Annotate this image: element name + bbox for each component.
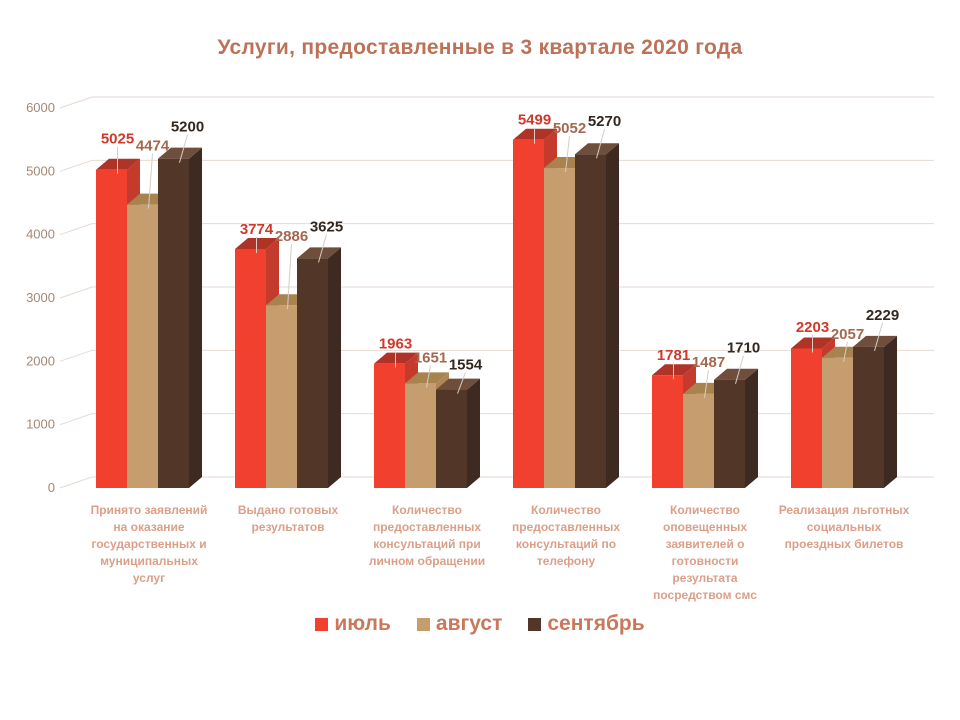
bar-сентябрь — [714, 379, 745, 488]
data-label-август: 2886 — [275, 228, 308, 245]
bar-август — [544, 168, 575, 489]
data-label-сентябрь: 1710 — [727, 340, 760, 357]
data-label-июль: 5025 — [101, 131, 134, 148]
data-label-leader-line — [735, 355, 744, 384]
bar-top-face — [853, 335, 897, 347]
bar-side-face — [884, 335, 897, 488]
data-label-leader-line — [843, 341, 848, 362]
bar-июль — [235, 248, 266, 488]
data-label-июль: 5499 — [518, 112, 551, 129]
bar-top-face — [405, 372, 449, 384]
bar-июль — [96, 169, 127, 488]
y-axis-tick: 1000 — [26, 417, 55, 432]
gridline — [59, 159, 934, 172]
data-label-leader-line — [426, 365, 431, 388]
data-label-leader-line — [565, 136, 570, 173]
legend-label: сентябрь — [547, 612, 645, 635]
bar-top-face — [158, 147, 202, 159]
bar-side-face — [467, 378, 480, 488]
data-label-август: 2057 — [831, 326, 864, 343]
bar-август — [127, 204, 158, 488]
bar-июль — [374, 363, 405, 488]
bar-top-face — [436, 378, 480, 390]
bar-июль — [652, 375, 683, 488]
data-label-июль: 1781 — [657, 347, 690, 364]
data-label-июль: 3774 — [240, 221, 274, 238]
bar-август — [822, 357, 853, 488]
bar-сентябрь — [297, 258, 328, 488]
bar-сентябрь — [853, 346, 884, 488]
data-label-август: 5052 — [553, 120, 586, 137]
category-label: Количество предоставленных консультаций … — [368, 503, 486, 568]
bar-июль — [513, 139, 544, 489]
bar-сентябрь — [158, 158, 189, 488]
data-label-июль: 1963 — [379, 336, 412, 353]
legend-item: июль — [315, 612, 391, 636]
legend-item: сентябрь — [528, 612, 645, 636]
bar-side-face — [606, 143, 619, 488]
data-label-август: 4474 — [136, 138, 170, 155]
data-label-leader-line — [704, 370, 709, 398]
gridline — [59, 96, 934, 109]
category-label: Принято заявлений на оказание государств… — [90, 503, 208, 585]
data-label-сентябрь: 1554 — [449, 356, 483, 373]
category-label: Количество оповещенных заявителей о гото… — [653, 503, 757, 602]
bar-side-face — [189, 147, 202, 488]
bar-август — [266, 305, 297, 488]
bar-август — [683, 393, 714, 488]
data-label-сентябрь: 5270 — [588, 113, 621, 130]
y-axis-tick: 4000 — [26, 227, 55, 242]
bar-top-face — [714, 368, 758, 380]
y-axis-tick: 5000 — [26, 163, 55, 178]
gridline — [59, 286, 934, 299]
legend-swatch-icon — [315, 617, 329, 631]
bar-side-face — [745, 368, 758, 488]
data-label-август: 1651 — [414, 349, 447, 366]
bar-side-face — [328, 247, 341, 488]
data-label-leader-line — [318, 234, 327, 263]
bar-август — [405, 383, 436, 488]
bar-top-face — [575, 143, 619, 155]
category-label: Выдано готовых результатов — [237, 503, 339, 534]
chart-title: Услуги, предоставленные в 3 квартале 202… — [217, 36, 743, 59]
category-label: Реализация льготных социальных проездных… — [778, 503, 910, 551]
chart-legend: июль август сентябрь — [0, 612, 960, 636]
y-axis-tick: 2000 — [26, 353, 55, 368]
bar-июль — [791, 348, 822, 488]
category-label: Количество предоставленных консультаций … — [511, 503, 621, 568]
bar-top-face — [297, 247, 341, 259]
bar-сентябрь — [436, 389, 467, 488]
y-axis-tick: 0 — [48, 480, 55, 495]
data-label-июль: 2203 — [796, 319, 829, 336]
legend-label: август — [435, 612, 503, 635]
y-axis-tick: 3000 — [26, 290, 55, 305]
data-label-сентябрь: 5200 — [171, 119, 204, 136]
data-label-сентябрь: 3625 — [310, 218, 343, 235]
data-label-август: 1487 — [692, 354, 725, 371]
gridline — [59, 223, 934, 236]
data-label-сентябрь: 2229 — [866, 307, 899, 324]
legend-label: июль — [334, 612, 391, 635]
data-label-leader-line — [596, 129, 605, 159]
data-label-leader-line — [148, 153, 153, 209]
gridline — [59, 349, 934, 362]
y-axis-tick: 6000 — [26, 100, 55, 115]
data-label-leader-line — [179, 134, 188, 163]
legend-swatch-icon — [528, 617, 542, 631]
data-label-leader-line — [874, 322, 883, 351]
data-label-leader-line — [287, 243, 292, 310]
data-label-leader-line — [457, 372, 466, 394]
legend-item: август — [416, 612, 503, 636]
bar-сентябрь — [575, 154, 606, 488]
legend-swatch-icon — [416, 617, 430, 631]
